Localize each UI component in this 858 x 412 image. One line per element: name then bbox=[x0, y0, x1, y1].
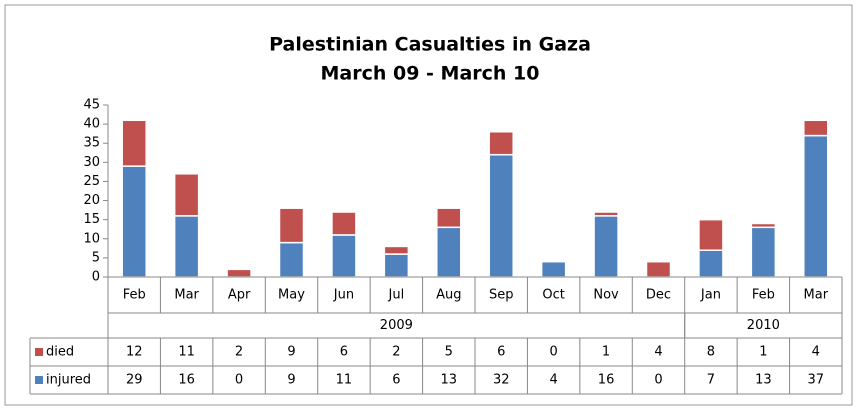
bar-segment bbox=[698, 249, 724, 278]
bar-segment bbox=[331, 234, 357, 278]
group-label: 2010 bbox=[747, 318, 780, 333]
bar-segment bbox=[278, 207, 305, 244]
legend-label: injured bbox=[46, 373, 91, 388]
table-value: 12 bbox=[126, 345, 143, 360]
table-value: 0 bbox=[654, 373, 662, 388]
table-value: 13 bbox=[755, 373, 772, 388]
table-value: 4 bbox=[550, 373, 558, 388]
bar-segment bbox=[226, 268, 252, 278]
table-value: 32 bbox=[493, 373, 510, 388]
y-tick-label: 35 bbox=[83, 136, 100, 151]
y-tick-label: 0 bbox=[92, 270, 100, 285]
bar-segment bbox=[121, 119, 147, 167]
y-tick-label: 30 bbox=[83, 155, 100, 170]
bar-segment bbox=[436, 207, 462, 229]
table-value: 6 bbox=[497, 345, 505, 360]
bar-segment bbox=[488, 153, 514, 278]
bar-segment bbox=[173, 173, 200, 217]
x-tick-label: Mar bbox=[174, 288, 199, 303]
legend-label: died bbox=[46, 345, 74, 360]
y-tick-label: 5 bbox=[92, 250, 100, 265]
table-value: 9 bbox=[287, 373, 295, 388]
group-label: 2009 bbox=[380, 318, 413, 333]
chart-subtitle: March 09 - March 10 bbox=[320, 63, 539, 85]
x-tick-label: Dec bbox=[646, 288, 671, 303]
table-value: 5 bbox=[445, 345, 453, 360]
table-value: 29 bbox=[126, 373, 143, 388]
table-value: 2 bbox=[235, 345, 243, 360]
y-tick-label: 15 bbox=[83, 212, 100, 227]
table-value: 7 bbox=[707, 373, 715, 388]
table-value: 16 bbox=[598, 373, 615, 388]
legend-key bbox=[35, 376, 43, 384]
y-tick-label: 10 bbox=[83, 231, 100, 246]
y-tick-label: 45 bbox=[83, 98, 100, 113]
x-tick-label: Jul bbox=[388, 288, 405, 303]
bar-segment bbox=[383, 253, 410, 278]
bar-segment bbox=[436, 226, 462, 278]
x-tick-label: Feb bbox=[752, 288, 775, 303]
table-value: 13 bbox=[441, 373, 458, 388]
table-value: 2 bbox=[392, 345, 400, 360]
x-tick-label: Sep bbox=[489, 288, 514, 303]
y-tick-label: 25 bbox=[83, 174, 100, 189]
table-value: 6 bbox=[392, 373, 400, 388]
table-value: 0 bbox=[550, 345, 558, 360]
bar-segment bbox=[278, 241, 305, 278]
x-tick-label: Apr bbox=[228, 288, 251, 303]
table-value: 11 bbox=[178, 345, 195, 360]
table-value: 9 bbox=[287, 345, 295, 360]
x-tick-label: Oct bbox=[542, 288, 564, 303]
x-tick-label: Aug bbox=[436, 288, 461, 303]
table-value: 1 bbox=[602, 345, 610, 360]
bar-segment bbox=[488, 131, 514, 156]
bar-segment bbox=[803, 119, 829, 137]
chart-title: Palestinian Casualties in Gaza bbox=[269, 34, 591, 56]
bar-segment bbox=[750, 226, 777, 278]
y-tick-label: 20 bbox=[83, 193, 100, 208]
table-value: 4 bbox=[812, 345, 820, 360]
bar-segment bbox=[593, 211, 619, 217]
table-value: 6 bbox=[340, 345, 348, 360]
x-tick-label: Jan bbox=[700, 288, 721, 303]
table-value: 16 bbox=[178, 373, 195, 388]
bar-segment bbox=[645, 260, 672, 278]
table-value: 1 bbox=[759, 345, 767, 360]
legend-key bbox=[35, 348, 43, 356]
table-value: 0 bbox=[235, 373, 243, 388]
bar-segment bbox=[121, 165, 147, 278]
x-tick-label: Jun bbox=[333, 288, 354, 303]
bar-segment bbox=[750, 222, 777, 229]
table-value: 37 bbox=[808, 373, 825, 388]
x-tick-label: Feb bbox=[123, 288, 146, 303]
bar-segment bbox=[803, 134, 829, 278]
bar-segment bbox=[173, 215, 200, 278]
bar-segment bbox=[331, 211, 357, 236]
bar-segment bbox=[593, 215, 619, 278]
table-value: 11 bbox=[336, 373, 353, 388]
table-value: 4 bbox=[654, 345, 662, 360]
bar-segment bbox=[698, 218, 724, 251]
bar-segment bbox=[540, 260, 567, 278]
bar-segment bbox=[383, 245, 410, 255]
x-tick-label: Nov bbox=[593, 288, 619, 303]
table-value: 8 bbox=[707, 345, 715, 360]
y-tick-label: 40 bbox=[83, 117, 100, 132]
x-tick-label: Mar bbox=[804, 288, 829, 303]
x-tick-label: May bbox=[278, 288, 305, 303]
